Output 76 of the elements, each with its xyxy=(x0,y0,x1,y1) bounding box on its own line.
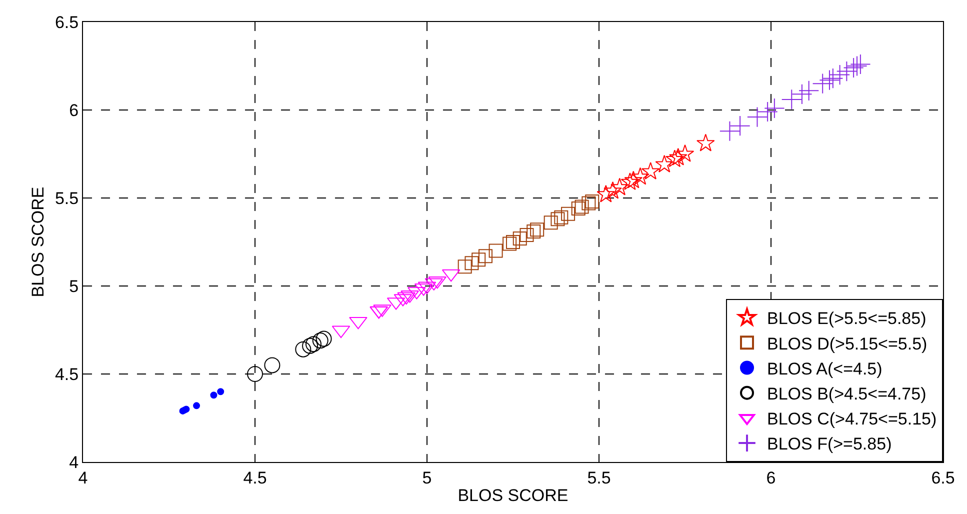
y-axis-title: BLOS SCORE xyxy=(28,186,48,298)
point xyxy=(312,332,328,349)
point xyxy=(571,202,586,216)
point xyxy=(530,222,544,237)
point xyxy=(836,60,857,82)
x-tick-label: 5 xyxy=(422,468,432,488)
point xyxy=(604,181,622,199)
legend-label: BLOS B(>4.5<=4.75) xyxy=(767,384,926,404)
legend-label: BLOS A(<=4.5) xyxy=(767,359,882,378)
point xyxy=(512,231,527,246)
point xyxy=(210,392,218,399)
y-tick-label: 5.5 xyxy=(54,188,79,208)
point xyxy=(850,54,871,75)
point xyxy=(217,388,224,396)
y-tick-label: 4.5 xyxy=(54,364,79,384)
point xyxy=(247,366,263,382)
point xyxy=(488,244,503,258)
point xyxy=(631,167,650,185)
point xyxy=(458,260,472,274)
point xyxy=(822,68,844,89)
y-tick-label: 6.5 xyxy=(54,12,79,32)
point xyxy=(846,56,868,76)
point xyxy=(520,228,534,242)
point xyxy=(668,148,688,166)
point xyxy=(502,236,517,251)
point xyxy=(193,402,200,410)
x-tick-label: 6.5 xyxy=(931,468,955,488)
point xyxy=(819,70,840,90)
point xyxy=(574,200,589,214)
legend-label: BLOS E(>5.5<=5.85) xyxy=(767,309,926,328)
y-tick-label: 4 xyxy=(69,452,79,472)
point xyxy=(781,89,802,110)
point xyxy=(641,162,660,180)
point xyxy=(830,64,850,86)
point xyxy=(757,101,778,122)
point xyxy=(746,106,768,128)
y-tick-label: 5 xyxy=(69,276,79,296)
y-tick-label: 6 xyxy=(69,100,79,120)
point xyxy=(302,338,318,354)
point xyxy=(478,249,492,264)
point xyxy=(792,84,812,104)
point xyxy=(464,256,479,270)
point xyxy=(812,73,833,94)
point xyxy=(585,194,600,209)
x-axis-title: BLOS SCORE xyxy=(458,486,568,505)
point xyxy=(544,216,558,230)
point xyxy=(550,212,565,226)
legend-label: BLOS C(>4.75<=5.15) xyxy=(767,410,937,429)
point xyxy=(843,57,864,78)
legend-label: BLOS D(>5.15<=5.5) xyxy=(767,334,928,354)
point xyxy=(264,357,280,374)
point xyxy=(666,150,684,168)
x-tick-label: 5.5 xyxy=(587,468,611,488)
point xyxy=(561,206,576,221)
point xyxy=(719,120,740,142)
point xyxy=(610,178,629,196)
point xyxy=(582,196,596,210)
point xyxy=(620,172,640,190)
point xyxy=(764,98,785,119)
point xyxy=(526,224,541,238)
point xyxy=(554,210,568,224)
point xyxy=(730,116,750,136)
point xyxy=(295,341,312,358)
point xyxy=(506,235,520,249)
point xyxy=(316,330,332,347)
point xyxy=(624,170,643,188)
legend-label: BLOS F(>=5.85) xyxy=(767,434,892,454)
point xyxy=(676,144,694,162)
point xyxy=(696,134,715,152)
point xyxy=(305,336,322,352)
point xyxy=(596,184,616,202)
x-tick-label: 4.5 xyxy=(243,468,267,488)
point xyxy=(798,80,820,101)
x-tick-label: 6 xyxy=(766,468,776,488)
point xyxy=(472,252,486,267)
point xyxy=(655,154,674,172)
